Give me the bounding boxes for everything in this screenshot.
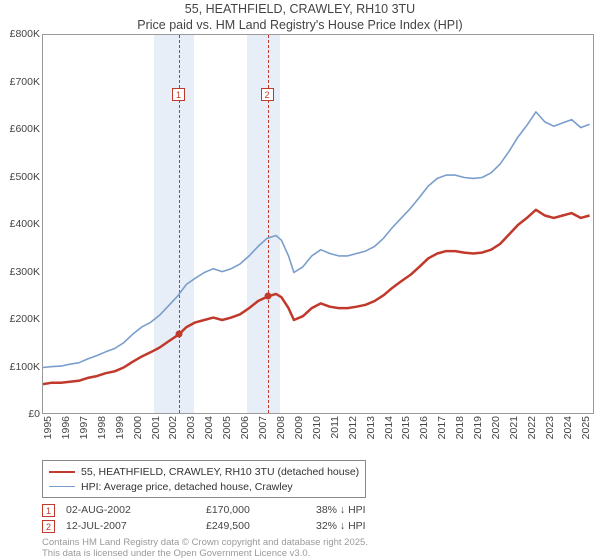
- table-row: 1 02-AUG-2002 £170,000 38% ↓ HPI: [42, 502, 426, 518]
- x-tick-label: 2023: [544, 416, 556, 439]
- sale-date: 02-AUG-2002: [66, 504, 206, 516]
- x-tick-label: 2009: [293, 416, 305, 439]
- x-tick-label: 1995: [42, 416, 54, 439]
- x-tick-label: 2011: [329, 416, 341, 439]
- y-tick-label: £200K: [2, 313, 40, 325]
- sale-marker-icon: 2: [42, 520, 55, 533]
- legend-item-property: 55, HEATHFIELD, CRAWLEY, RH10 3TU (detac…: [49, 464, 359, 479]
- x-tick-label: 2013: [365, 416, 377, 439]
- x-tick-label: 1999: [114, 416, 126, 439]
- x-tick-label: 2006: [239, 416, 251, 439]
- x-tick-label: 2001: [150, 416, 162, 439]
- x-tick-label: 1997: [78, 416, 90, 439]
- y-tick-label: £700K: [2, 76, 40, 88]
- y-tick-label: £300K: [2, 266, 40, 278]
- x-tick-label: 2007: [257, 416, 269, 439]
- title-line1: 55, HEATHFIELD, CRAWLEY, RH10 3TU: [0, 2, 600, 18]
- sale-date: 12-JUL-2007: [66, 520, 206, 532]
- legend: 55, HEATHFIELD, CRAWLEY, RH10 3TU (detac…: [42, 460, 366, 498]
- x-tick-label: 2017: [436, 416, 448, 439]
- x-tick-label: 1998: [96, 416, 108, 439]
- x-tick-label: 2015: [400, 416, 412, 439]
- legend-label: HPI: Average price, detached house, Craw…: [81, 481, 293, 493]
- legend-label: 55, HEATHFIELD, CRAWLEY, RH10 3TU (detac…: [81, 466, 359, 478]
- sale-pct: 32% ↓ HPI: [316, 520, 426, 532]
- sale-pct: 38% ↓ HPI: [316, 504, 426, 516]
- legend-swatch: [49, 471, 75, 473]
- x-tick-label: 2022: [526, 416, 538, 439]
- y-tick-label: £800K: [2, 28, 40, 40]
- y-tick-label: £400K: [2, 218, 40, 230]
- y-tick-label: £100K: [2, 361, 40, 373]
- y-tick-label: £500K: [2, 171, 40, 183]
- sale-price: £170,000: [206, 504, 316, 516]
- series-svg: [43, 35, 595, 415]
- series-hpi: [43, 112, 590, 368]
- sale-dot: [264, 293, 271, 300]
- sales-table: 1 02-AUG-2002 £170,000 38% ↓ HPI 2 12-JU…: [42, 502, 426, 534]
- series-property: [43, 210, 590, 384]
- x-tick-label: 2005: [221, 416, 233, 439]
- x-tick-label: 2016: [418, 416, 430, 439]
- plot-area: 12: [42, 34, 594, 414]
- x-tick-label: 2021: [508, 416, 520, 439]
- x-tick-label: 2003: [185, 416, 197, 439]
- table-row: 2 12-JUL-2007 £249,500 32% ↓ HPI: [42, 518, 426, 534]
- footer-line2: This data is licensed under the Open Gov…: [42, 549, 368, 560]
- sale-price: £249,500: [206, 520, 316, 532]
- x-tick-label: 2008: [275, 416, 287, 439]
- x-tick-label: 2012: [347, 416, 359, 439]
- x-tick-label: 2002: [167, 416, 179, 439]
- x-tick-label: 2024: [562, 416, 574, 439]
- y-tick-label: £0: [2, 408, 40, 420]
- sale-marker-icon: 1: [42, 504, 55, 517]
- y-tick-label: £600K: [2, 123, 40, 135]
- x-tick-label: 1996: [60, 416, 72, 439]
- x-tick-label: 2014: [383, 416, 395, 439]
- chart-title: 55, HEATHFIELD, CRAWLEY, RH10 3TU Price …: [0, 0, 600, 33]
- x-tick-label: 2020: [490, 416, 502, 439]
- x-tick-label: 2018: [454, 416, 466, 439]
- legend-item-hpi: HPI: Average price, detached house, Craw…: [49, 479, 359, 494]
- x-tick-label: 2025: [580, 416, 592, 439]
- attribution-footer: Contains HM Land Registry data © Crown c…: [42, 538, 368, 560]
- x-tick-label: 2004: [203, 416, 215, 439]
- sale-dot: [176, 331, 183, 338]
- chart: 12 £0 £100K £200K £300K £400K £500K £600K £700K…: [0, 34, 600, 454]
- x-tick-label: 2019: [472, 416, 484, 439]
- title-line2: Price paid vs. HM Land Registry's House …: [0, 18, 600, 34]
- x-tick-label: 2000: [132, 416, 144, 439]
- x-tick-label: 2010: [311, 416, 323, 439]
- legend-swatch: [49, 486, 75, 487]
